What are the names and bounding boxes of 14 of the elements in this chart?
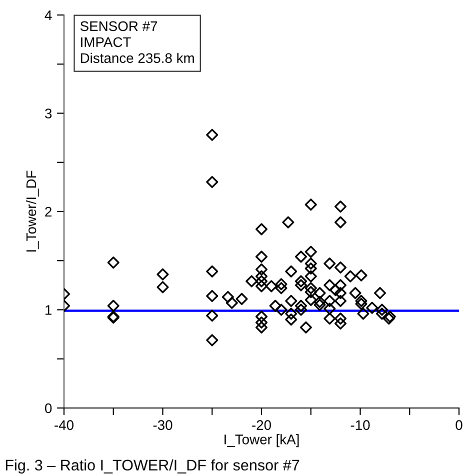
x-tick-label: -30 xyxy=(153,420,172,430)
y-tick-label: 3 xyxy=(45,108,52,118)
caption: Fig. 3 – Ratio I_TOWER/I_DF for sensor #7 xyxy=(6,459,300,474)
x-tick-label: 0 xyxy=(456,420,462,430)
annotation: SENSOR #7 IMPACT Distance 235.8 km xyxy=(80,21,194,64)
y-tick-label: 4 xyxy=(44,10,52,20)
y-tick-label: 2 xyxy=(45,206,52,217)
x-tick-label: -10 xyxy=(350,420,370,430)
y-tick-label: 0 xyxy=(45,403,52,414)
y-axis-title: I_Tower/I_DF xyxy=(26,170,39,252)
x-tick-label: -40 xyxy=(54,420,74,430)
x-axis-title: I_Tower [kA] xyxy=(224,434,299,448)
y-tick-label: 1 xyxy=(46,305,52,315)
x-tick-label: -20 xyxy=(252,420,271,430)
